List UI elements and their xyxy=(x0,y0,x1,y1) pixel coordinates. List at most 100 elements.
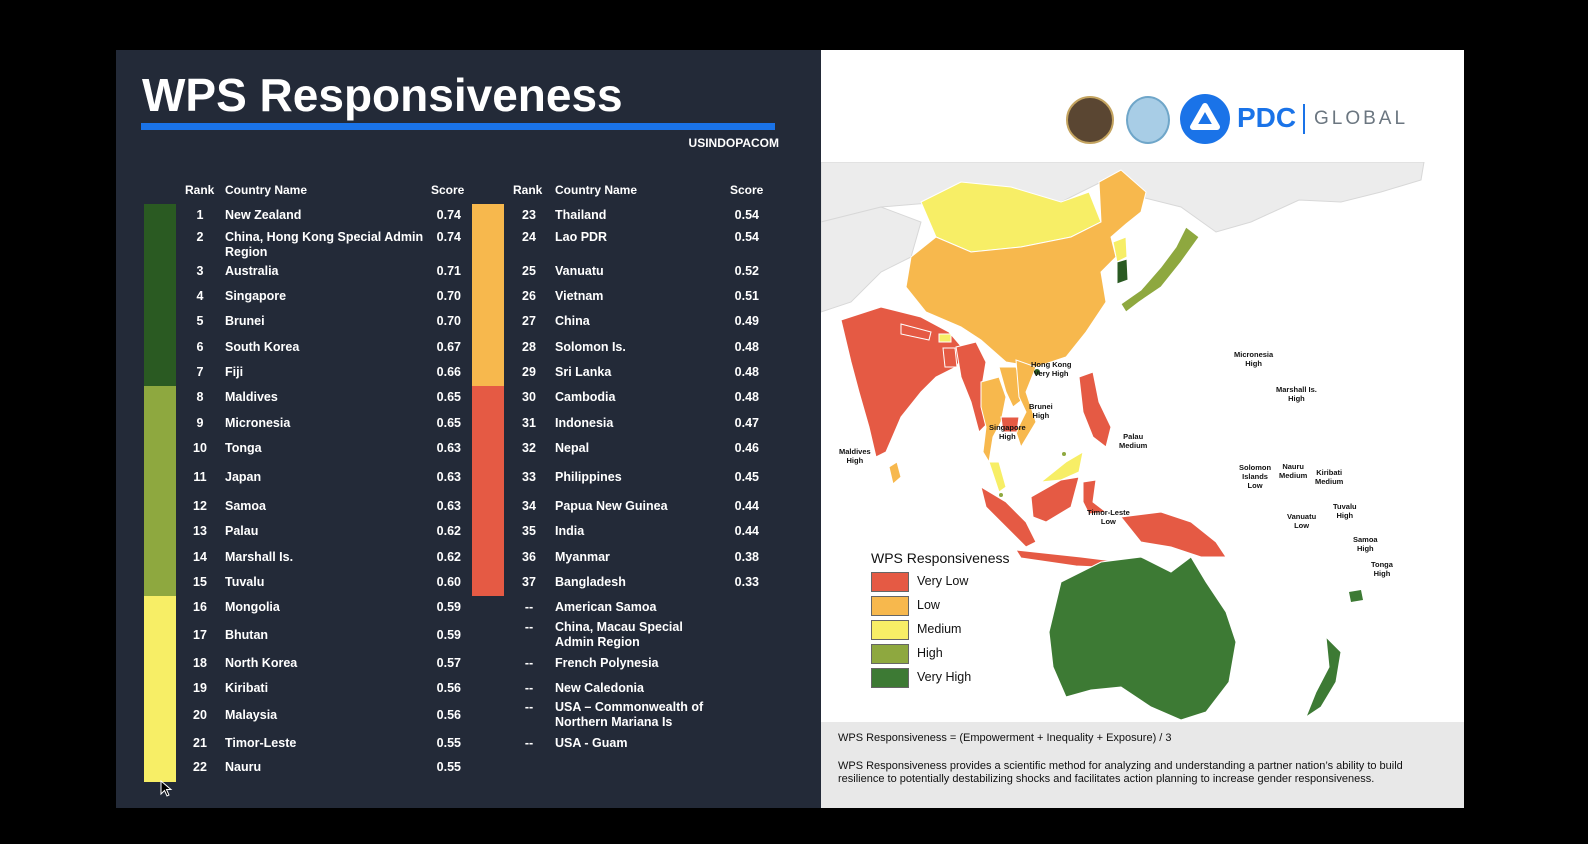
rank-cell: 29 xyxy=(522,365,536,379)
legend-label: Very High xyxy=(917,670,972,684)
rank-cell: 32 xyxy=(522,441,536,455)
rank-cell: 23 xyxy=(522,208,536,222)
score-cell: 0.62 xyxy=(436,524,461,538)
agency-seal-icon xyxy=(1126,96,1170,144)
map-label: Brunei High xyxy=(1029,402,1053,420)
rank-cell: 8 xyxy=(196,390,204,404)
south-korea-shape xyxy=(1116,258,1129,285)
country-name-cell: Australia xyxy=(225,264,279,278)
page-title: WPS Responsiveness xyxy=(142,69,623,121)
country-name-cell: South Korea xyxy=(225,340,300,354)
legend-swatch xyxy=(871,596,909,616)
rank-cell: 6 xyxy=(196,340,204,354)
score-cell: 0.59 xyxy=(436,628,461,642)
country-name-cell: Japan xyxy=(225,470,262,484)
country-name-cell: Cambodia xyxy=(555,390,616,404)
rank-cell: 18 xyxy=(193,656,207,670)
legend-item-high: High xyxy=(871,642,1010,666)
indonesia-shape xyxy=(980,485,1037,548)
country-name-cell: New Caledonia xyxy=(555,681,644,695)
score-cell: 0.60 xyxy=(436,575,461,589)
country-name-cell: China xyxy=(555,314,590,328)
org-label: USINDOPACOM xyxy=(688,136,779,150)
map-panel: PDC GLOBAL xyxy=(821,50,1464,808)
rank-cell: 35 xyxy=(522,524,536,538)
slide: WPS Responsiveness USINDOPACOM Rank Coun… xyxy=(116,50,1464,808)
rank-cell: 15 xyxy=(193,575,207,589)
score-cell: 0.44 xyxy=(734,499,759,513)
score-cell: 0.63 xyxy=(436,470,461,484)
rank-cell: 30 xyxy=(522,390,536,404)
philippines-shape xyxy=(1078,371,1112,448)
logo-divider xyxy=(1303,104,1305,134)
rank-cell: 3 xyxy=(196,264,204,278)
map-label: Hong Kong Very High xyxy=(1031,360,1072,378)
map-label: Maldives High xyxy=(839,447,871,465)
country-name-cell: Marshall Is. xyxy=(225,550,294,564)
legend-item-low: Low xyxy=(871,594,1010,618)
pdc-logo-text: PDC xyxy=(1237,102,1297,133)
category-bar-low xyxy=(472,204,504,386)
formula-text: WPS Responsiveness = (Empowerment + Ineq… xyxy=(838,732,1172,744)
rank-cell: 1 xyxy=(196,208,204,222)
legend-label: Low xyxy=(917,598,940,612)
legend-label: Very Low xyxy=(917,574,969,588)
score-cell: 0.45 xyxy=(734,470,759,484)
legend-swatch xyxy=(871,644,909,664)
legend-swatch xyxy=(871,572,909,592)
country-name-cell: USA – Commonwealth of Northern Mariana I… xyxy=(555,700,704,729)
rank-cell: 10 xyxy=(193,441,207,455)
mouse-cursor-icon xyxy=(160,780,173,797)
india-shape xyxy=(840,306,967,458)
ranking-panel: WPS Responsiveness USINDOPACOM Rank Coun… xyxy=(116,50,821,808)
country-name-cell: Tuvalu xyxy=(225,575,265,589)
country-name-cell: Sri Lanka xyxy=(555,365,612,379)
fiji-shape xyxy=(1349,590,1363,602)
country-name-cell: Nepal xyxy=(555,441,590,455)
score-cell: 0.56 xyxy=(436,681,461,695)
header-rank-left: Rank xyxy=(185,183,215,197)
score-cell: 0.48 xyxy=(734,365,759,379)
score-cell: 0.70 xyxy=(436,314,461,328)
legend-swatch xyxy=(871,620,909,640)
indo-pacific-map xyxy=(821,162,1464,722)
map-label: Kiribati Medium xyxy=(1315,468,1344,486)
country-name-cell: India xyxy=(555,524,585,538)
legend-item-very-high: Very High xyxy=(871,666,1010,690)
rank-cell: 33 xyxy=(522,470,536,484)
map-label: Palau Medium xyxy=(1119,432,1148,450)
score-cell: 0.49 xyxy=(734,314,759,328)
bhutan-shape xyxy=(938,333,952,343)
country-name-cell: Nauru xyxy=(225,760,262,774)
header-score-right: Score xyxy=(730,183,764,197)
sri-lanka-shape xyxy=(888,461,902,485)
indonesia-borneo-shape xyxy=(1030,476,1080,523)
score-cell: 0.63 xyxy=(436,441,461,455)
map-label: Vanuatu Low xyxy=(1287,512,1317,530)
legend-item-medium: Medium xyxy=(871,618,1010,642)
category-bar-very-low xyxy=(472,386,504,596)
score-cell: 0.65 xyxy=(436,390,461,404)
score-cell: 0.74 xyxy=(436,208,461,222)
map-label: Samoa High xyxy=(1353,535,1378,553)
country-name-cell: Bhutan xyxy=(225,628,269,642)
score-cell: 0.51 xyxy=(734,289,759,303)
country-name-cell: French Polynesia xyxy=(555,656,659,670)
header-country-right: Country Name xyxy=(555,183,638,197)
country-name-cell: Fiji xyxy=(225,365,244,379)
rank-cell: 25 xyxy=(522,264,536,278)
vietnam-shape xyxy=(1015,359,1037,449)
rank-cell: 19 xyxy=(193,681,207,695)
category-bar-high xyxy=(144,386,176,596)
title-underline xyxy=(141,123,775,130)
rank-cell: 17 xyxy=(193,628,207,642)
legend-swatch xyxy=(871,668,909,688)
australia-shape xyxy=(1048,556,1237,721)
legend-label: Medium xyxy=(917,622,962,636)
country-name-cell: Vanuatu xyxy=(555,264,604,278)
country-name-cell: Solomon Is. xyxy=(555,340,626,354)
rank-cell: 34 xyxy=(522,499,536,513)
score-cell: 0.57 xyxy=(436,656,461,670)
country-name-cell: Brunei xyxy=(225,314,265,328)
rank-cell: 21 xyxy=(193,736,207,750)
